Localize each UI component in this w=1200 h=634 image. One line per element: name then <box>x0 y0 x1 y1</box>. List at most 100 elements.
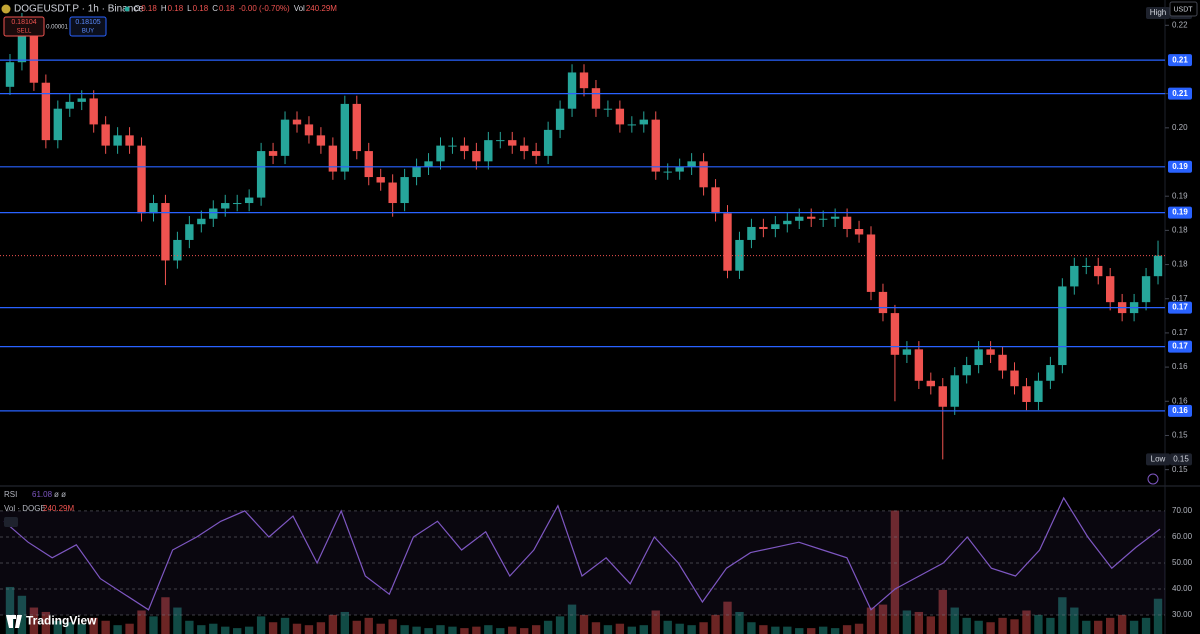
volume-bar <box>520 628 529 634</box>
volume-bar <box>268 622 278 634</box>
content: 0.220.210.200.190.180.180.170.170.160.16… <box>0 6 1193 634</box>
candle-body <box>783 220 792 225</box>
candle-body <box>555 108 565 130</box>
level-label-bg <box>1168 87 1192 100</box>
volume-bar <box>17 595 27 634</box>
candle-body <box>663 171 672 173</box>
buy-label[interactable]: BUY <box>82 29 94 35</box>
volume-bar <box>687 625 696 634</box>
ohlc-label: L <box>187 4 192 13</box>
volume-bar <box>209 623 218 634</box>
candle-body <box>221 203 230 209</box>
candle-body <box>687 161 696 167</box>
candle-body <box>448 145 457 147</box>
candle-body <box>1153 255 1163 277</box>
candle-body <box>412 166 421 178</box>
level-label: 0.17 <box>1172 303 1188 312</box>
candle-body <box>914 349 924 381</box>
volume-bar <box>1022 610 1031 634</box>
volume-bar <box>101 620 110 634</box>
candle-body <box>101 124 110 146</box>
candle-body <box>615 108 625 125</box>
candle-body <box>938 386 947 407</box>
ohlc-value: 0.18 <box>219 4 235 13</box>
volume-bar <box>914 611 924 634</box>
volume-bar <box>890 510 900 634</box>
y-tick-label: 0.18 <box>1172 260 1188 269</box>
volume-bar <box>424 628 433 634</box>
candle-body <box>998 354 1007 371</box>
candle-body <box>627 124 637 126</box>
vol-indicator-value: 240.29M <box>43 504 74 513</box>
currency-button[interactable] <box>1169 1 1198 17</box>
volume-bar <box>866 607 876 634</box>
volume-bar <box>603 625 613 634</box>
extreme-value-bg <box>1170 453 1192 466</box>
sell-label[interactable]: SELL <box>17 29 32 35</box>
volume-bar <box>280 617 290 634</box>
ohlc-value: 0.18 <box>193 4 209 13</box>
volume-bar <box>795 628 804 634</box>
candle-body <box>543 129 553 156</box>
candle-body <box>807 216 816 219</box>
y-tick-label: 0.22 <box>1172 20 1188 29</box>
candle-body <box>902 349 912 355</box>
volume-bar <box>531 625 541 634</box>
volume-bar <box>77 623 86 634</box>
volume-bar <box>256 616 266 634</box>
volume-bar <box>233 628 242 634</box>
candle-body <box>268 151 278 156</box>
candle-body <box>735 239 744 271</box>
volume-bar <box>412 626 421 634</box>
volume-bar <box>639 625 648 634</box>
candle-body <box>795 216 804 221</box>
buy-price[interactable]: 0.18105 <box>75 19 100 26</box>
y-tick-label: 0.15 <box>1172 431 1188 440</box>
candle-body <box>197 218 206 225</box>
candle-body <box>340 103 350 172</box>
volume-bar <box>555 616 565 634</box>
volume-bar <box>783 626 792 634</box>
level-label-bg <box>1168 160 1192 173</box>
candle-body <box>5 62 15 87</box>
volume-bar <box>53 620 62 634</box>
volume-bar <box>974 620 983 634</box>
collapse-button[interactable] <box>4 517 18 527</box>
candle-body <box>771 224 780 230</box>
y-tick-label: 0.19 <box>1172 191 1188 200</box>
level-label: 0.16 <box>1172 406 1188 415</box>
volume-bar <box>854 623 864 634</box>
candle-body <box>1046 365 1055 381</box>
candle-body <box>854 229 864 235</box>
volume-bar <box>496 628 505 634</box>
volume-bar <box>675 623 684 634</box>
candle-body <box>316 135 326 146</box>
buy-button[interactable] <box>69 16 107 37</box>
candle-body <box>352 103 361 152</box>
volume-bar <box>400 625 409 634</box>
candle-body <box>280 119 290 156</box>
sell-button[interactable] <box>3 16 45 37</box>
volume-bar <box>1082 620 1091 634</box>
alert-icon[interactable] <box>1147 473 1159 485</box>
candle-body <box>1022 386 1031 402</box>
level-label: 0.19 <box>1172 162 1188 171</box>
extreme-name-bg <box>1146 453 1170 466</box>
volume-bar <box>508 626 517 634</box>
candle-body <box>675 166 684 172</box>
volume: 240.29M <box>306 4 337 13</box>
ohlc-label: O <box>134 4 140 13</box>
candle-body <box>460 145 469 152</box>
candle-body <box>1106 276 1115 303</box>
volume-bar <box>579 614 589 634</box>
currency[interactable]: USDT <box>1173 6 1193 13</box>
candle-body <box>591 88 601 109</box>
sell-price[interactable]: 0.18104 <box>11 19 36 26</box>
y-tick-label: 0.16 <box>1172 362 1188 371</box>
candle-body <box>209 208 218 219</box>
candle-body <box>149 203 158 214</box>
candle-body <box>65 101 74 109</box>
level-label: 0.17 <box>1172 342 1188 351</box>
brand-logo <box>6 615 22 628</box>
